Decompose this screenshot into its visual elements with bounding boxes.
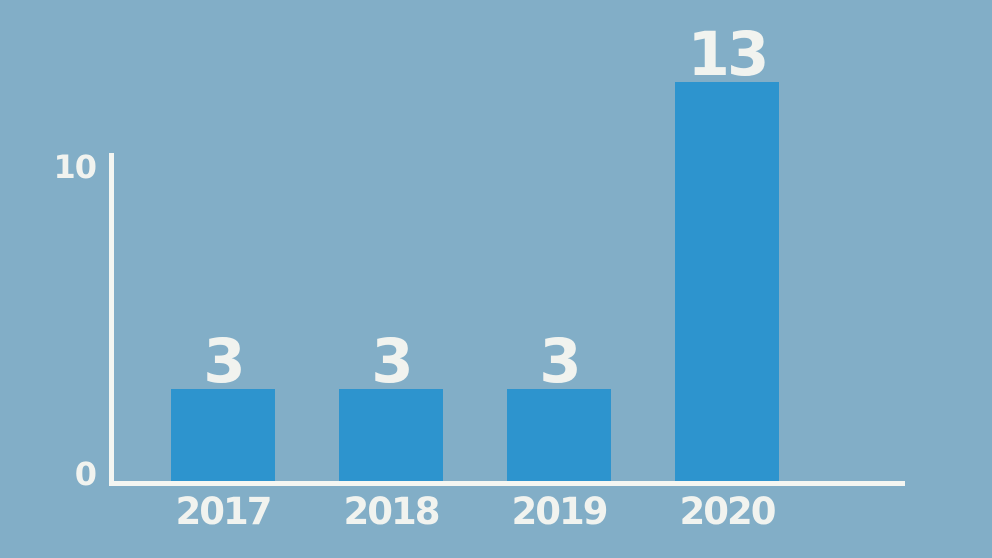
x-tick-label-2018: 2018 — [343, 490, 441, 533]
bar-2020 — [675, 82, 779, 481]
bar-value-label-2018: 3 — [371, 326, 413, 397]
bar-value-label-2017: 3 — [203, 326, 245, 397]
y-tick-label-0: 0 — [74, 455, 97, 493]
bar-value-label-2020: 13 — [687, 19, 770, 90]
x-tick-label-2019: 2019 — [511, 490, 609, 533]
bar-2018 — [339, 389, 443, 481]
bar-value-label-2019: 3 — [539, 326, 581, 397]
x-tick-label-2017: 2017 — [175, 490, 273, 533]
y-tick-label-10: 10 — [53, 148, 97, 186]
x-tick-label-2020: 2020 — [679, 490, 777, 533]
bar-2019 — [507, 389, 611, 481]
x-axis-line — [109, 481, 905, 486]
bar-2017 — [171, 389, 275, 481]
y-axis-line — [109, 153, 114, 486]
